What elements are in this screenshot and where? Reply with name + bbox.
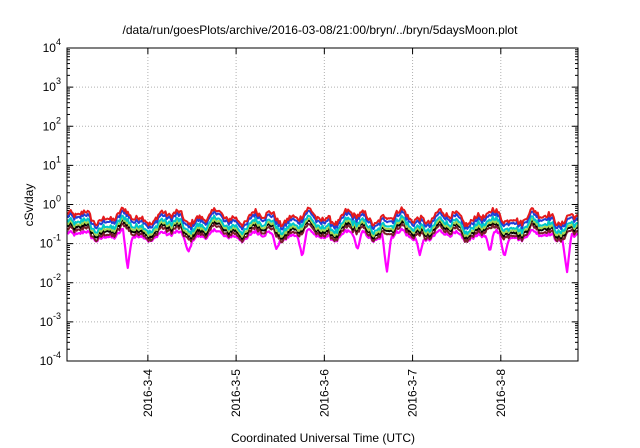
series-line: [67, 214, 578, 236]
x-tick-label: 2016-3-6: [317, 369, 331, 417]
y-tick-label: 103: [43, 76, 61, 94]
y-tick-label: 10-1: [40, 233, 61, 251]
plot-frame: [66, 47, 579, 362]
grid: [67, 47, 578, 362]
series-line: [67, 222, 578, 244]
x-tick-label: 2016-3-7: [406, 369, 420, 417]
x-tick-label: 2016-3-4: [141, 369, 155, 417]
x-tick-label: 2016-3-5: [229, 369, 243, 417]
y-axis-label: cSv/day: [22, 184, 36, 227]
y-tick-label: 101: [43, 154, 61, 172]
y-tick-label: 102: [43, 115, 61, 133]
chart-title: /data/run/goesPlots/archive/2016-03-08/2…: [123, 23, 519, 37]
x-tick-label: 2016-3-8: [494, 369, 508, 417]
y-tick-label: 10-4: [40, 350, 61, 368]
y-tick-label: 10-2: [40, 272, 61, 290]
series-line: [67, 206, 578, 228]
series-group: [67, 206, 578, 274]
y-tick-label: 100: [43, 194, 61, 212]
y-tick-label: 10-3: [40, 311, 61, 329]
y-tick-label: 104: [43, 37, 61, 55]
x-axis-label: Coordinated Universal Time (UTC): [231, 431, 415, 445]
x-tick-labels: 2016-3-4 2016-3-5 2016-3-6 2016-3-7 2016-3-8: [141, 369, 508, 417]
y-tick-labels: 104 103 102 101 100 10-1 10-2 10-3 10-4: [40, 37, 61, 368]
